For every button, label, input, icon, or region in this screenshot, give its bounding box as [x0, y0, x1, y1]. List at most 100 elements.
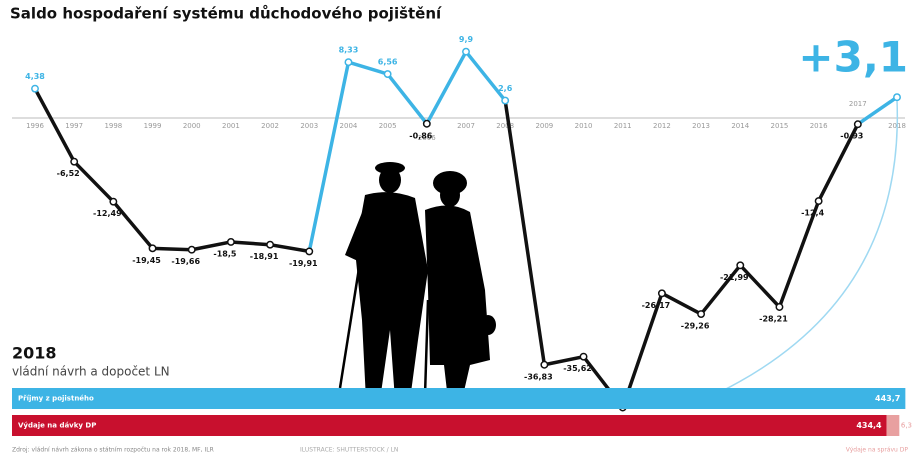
value-label: 9,9 [459, 35, 474, 44]
value-label: -21,99 [720, 273, 749, 282]
x-tick-label: 2008 [496, 122, 514, 130]
value-label: -26,17 [642, 301, 671, 310]
bar [886, 415, 900, 436]
value-label: -0,86 [409, 131, 432, 140]
point [266, 240, 275, 249]
value-label: -0,93 [840, 132, 863, 141]
source: Zdroj: vládní návrh zákona o státním roz… [12, 447, 214, 454]
line-segment [816, 122, 860, 203]
value-label: 6,56 [378, 58, 398, 67]
line-segment [346, 60, 390, 76]
chart-title: Saldo hospodaření systému důchodového po… [10, 5, 442, 23]
x-tick-label: 2012 [653, 122, 671, 130]
point [226, 238, 235, 246]
point [697, 310, 706, 318]
credit: ILUSTRACE: SHUTTERSTOCK / LN [300, 447, 398, 454]
value-label: -35,62 [563, 364, 592, 373]
point [383, 70, 392, 78]
x-tick-label: 2001 [222, 122, 240, 130]
point [148, 244, 157, 253]
value-label: 443,7 [875, 394, 900, 403]
point [579, 352, 588, 361]
x-tick-label: 2003 [300, 122, 318, 130]
cane [338, 261, 362, 389]
x-tick-label: 1999 [144, 122, 162, 130]
line-segment [150, 246, 194, 252]
value-label: 434,4 [856, 421, 882, 430]
point [501, 96, 510, 105]
line-segment [307, 60, 351, 254]
x-tick-label: 2005 [379, 122, 397, 130]
point [462, 47, 470, 56]
value-label: 6,3 [901, 422, 912, 430]
line-segment [189, 240, 233, 252]
value-label: -19,91 [289, 259, 318, 268]
x-tick-label: 2010 [575, 122, 593, 130]
value-label: -19,45 [132, 256, 161, 265]
x-tick-label: 2004 [340, 122, 358, 130]
point [70, 157, 79, 166]
point [187, 245, 196, 254]
value-label: 8,33 [339, 46, 359, 55]
connector-arc [719, 99, 899, 393]
x-tick-label: 2007 [457, 122, 475, 130]
x-tick-label: 2011 [614, 122, 632, 130]
x-tick-label: 2000 [183, 122, 201, 130]
value-label: 4,38 [25, 72, 45, 81]
line-segment [425, 49, 468, 126]
panel-title: 2018 [12, 344, 57, 363]
value-label: 2,6 [498, 84, 513, 93]
line-segment [699, 263, 743, 316]
x-tick-label: 2002 [261, 122, 279, 130]
point [540, 360, 549, 369]
point [422, 119, 431, 128]
x-tick-label: 2015 [771, 122, 789, 130]
line-segment [738, 263, 782, 309]
point [814, 197, 823, 206]
line-segment [111, 199, 155, 251]
line-segment [777, 199, 821, 309]
line-segment [72, 159, 116, 204]
silhouette [345, 162, 496, 400]
point [657, 289, 666, 298]
value-label: -18,5 [213, 249, 236, 258]
value-label: -36,83 [524, 372, 553, 381]
line-segment [503, 98, 547, 367]
point [853, 120, 862, 129]
bar-name: Příjmy z pojistného [18, 395, 94, 403]
point [344, 58, 353, 67]
line-segment [464, 49, 507, 103]
x-tick-label: 2009 [535, 122, 553, 130]
bar-name: Výdaje na správu DP [846, 447, 909, 454]
cane [423, 299, 430, 396]
x-tick-label: 2018 [888, 122, 906, 130]
line-segment [542, 354, 586, 367]
value-label: -12,49 [93, 209, 122, 218]
value-label: -18,91 [250, 252, 279, 261]
point [775, 303, 784, 311]
value-label: -29,26 [681, 322, 710, 331]
value-label: -19,66 [171, 257, 200, 266]
value-label: -12,4 [801, 209, 824, 218]
value-label: +3,1 [798, 33, 908, 82]
line-segment [229, 240, 272, 247]
point [31, 84, 39, 93]
line-segment [856, 95, 899, 126]
line-segment [268, 242, 312, 254]
bar-name: Výdaje na dávky DP [18, 421, 96, 430]
line-segment [385, 72, 429, 126]
value-label: -6,52 [57, 169, 80, 178]
panel-subtitle: vládní návrh a dopočet LN [12, 365, 170, 379]
value-label: -28,21 [759, 315, 788, 324]
line-segment [660, 291, 703, 316]
point [109, 197, 118, 206]
x-tick-label: 1996 [26, 122, 44, 130]
x-tick-label: 2013 [692, 122, 710, 130]
x-tick-label: 2014 [731, 122, 749, 130]
point [893, 93, 901, 102]
x-tick-label: 2016 [810, 122, 828, 130]
bar [12, 388, 906, 409]
x-tick-label: 1998 [104, 122, 122, 130]
x-tick-label: 1997 [65, 122, 83, 130]
